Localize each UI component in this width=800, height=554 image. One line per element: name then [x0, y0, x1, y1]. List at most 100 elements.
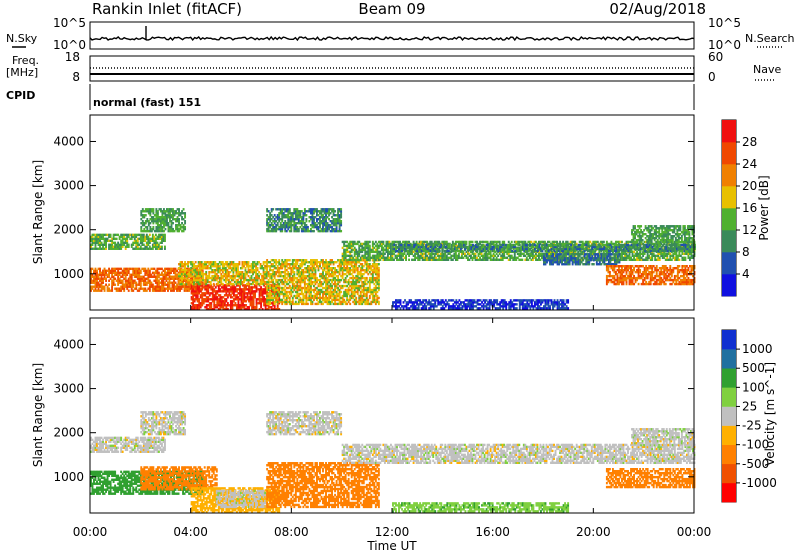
data-cell — [334, 223, 337, 227]
data-cell — [281, 227, 284, 231]
data-cell — [239, 272, 242, 276]
data-cell — [266, 223, 269, 227]
data-cell — [232, 292, 235, 295]
data-cell — [229, 276, 232, 280]
station-title: Rankin Inlet (fitACF) — [92, 0, 242, 18]
data-cell — [159, 241, 162, 245]
data-cell — [135, 283, 138, 286]
data-cell — [325, 218, 327, 221]
data-cell — [293, 221, 296, 225]
data-cell — [130, 281, 133, 284]
data-cell — [266, 294, 269, 298]
data-cell — [270, 265, 273, 268]
data-cell — [160, 281, 163, 284]
data-cell — [273, 227, 276, 231]
data-cell — [147, 271, 150, 275]
data-cell — [115, 245, 118, 248]
data-cell — [112, 233, 115, 237]
data-cell — [252, 306, 255, 309]
data-cell — [156, 275, 159, 278]
data-cell — [176, 275, 178, 278]
data-cell — [105, 283, 108, 286]
data-cell — [179, 227, 182, 231]
data-cell — [215, 272, 218, 276]
data-cell — [148, 279, 151, 282]
data-cell — [184, 270, 187, 274]
data-cell — [99, 267, 101, 271]
data-cell — [166, 216, 168, 219]
data-cell — [167, 223, 170, 227]
data-cell — [246, 298, 249, 301]
data-cell — [273, 292, 276, 296]
data-cell — [156, 289, 159, 292]
data-cell — [191, 261, 194, 264]
data-cell — [133, 241, 136, 245]
data-cell — [314, 208, 317, 211]
data-cell — [282, 261, 285, 264]
data-cell — [294, 229, 297, 233]
data-cell — [288, 286, 291, 290]
data-cell — [269, 266, 272, 270]
data-cell — [282, 300, 285, 304]
data-cell — [96, 283, 98, 286]
data-cell — [269, 298, 272, 302]
data-cell — [285, 259, 288, 262]
data-cell — [200, 272, 203, 276]
data-cell — [272, 298, 275, 302]
data-cell — [252, 261, 254, 264]
data-cell — [154, 277, 157, 280]
data-cell — [121, 275, 124, 278]
data-cell — [135, 271, 138, 275]
data-cell — [150, 229, 153, 233]
data-cell — [91, 233, 94, 237]
data-cell — [188, 280, 191, 284]
data-cell — [185, 276, 188, 280]
data-cell — [105, 277, 108, 280]
data-cell — [201, 302, 204, 305]
data-cell — [139, 237, 142, 241]
data-cell — [115, 267, 118, 271]
data-cell — [236, 282, 239, 286]
data-cell — [205, 278, 208, 282]
data-cell — [214, 270, 217, 274]
data-cell — [338, 216, 341, 219]
data-cell — [204, 298, 207, 301]
nsearch-tick-low: 10^0 — [708, 38, 741, 52]
data-cell — [253, 276, 256, 280]
data-cell — [300, 220, 303, 223]
data-cell — [219, 294, 222, 297]
data-cell — [130, 235, 133, 239]
data-cell — [179, 225, 182, 229]
data-cell — [294, 296, 297, 300]
data-cell — [279, 300, 282, 304]
data-cell — [102, 245, 104, 248]
data-cell — [138, 289, 141, 292]
data-cell — [284, 288, 287, 292]
data-cell — [302, 214, 305, 217]
data-cell — [269, 306, 272, 309]
data-cell — [244, 268, 247, 272]
data-cell — [238, 304, 241, 307]
data-cell — [141, 243, 144, 246]
data-cell — [126, 241, 129, 245]
data-cell — [272, 216, 275, 219]
data-cell — [163, 289, 166, 292]
data-cell — [329, 225, 332, 229]
freq-tick-low: 8 — [72, 70, 80, 84]
data-cell — [284, 294, 287, 298]
data-cell — [108, 247, 111, 250]
data-cell — [159, 267, 162, 271]
data-cell — [168, 279, 171, 282]
data-cell — [234, 304, 237, 307]
data-cell — [214, 294, 217, 297]
data-cell — [111, 289, 114, 292]
data-cell — [278, 278, 281, 282]
data-cell — [200, 281, 203, 284]
data-cell — [279, 292, 282, 296]
data-cell — [276, 216, 279, 219]
data-cell — [223, 265, 226, 268]
data-cell — [207, 286, 210, 289]
data-cell — [255, 300, 258, 303]
data-cell — [159, 227, 162, 231]
data-cell — [196, 284, 199, 287]
